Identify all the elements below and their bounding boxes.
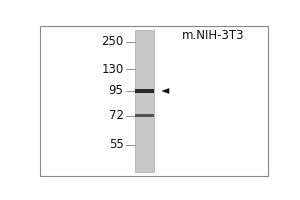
Text: 55: 55 [109, 138, 124, 151]
Text: 95: 95 [109, 84, 124, 97]
FancyBboxPatch shape [135, 30, 154, 172]
Polygon shape [162, 88, 169, 94]
Text: 250: 250 [101, 35, 124, 48]
FancyBboxPatch shape [135, 89, 154, 93]
Text: m.NIH-3T3: m.NIH-3T3 [182, 29, 244, 42]
Text: 72: 72 [109, 109, 124, 122]
FancyBboxPatch shape [135, 114, 154, 117]
Text: 130: 130 [101, 63, 124, 76]
